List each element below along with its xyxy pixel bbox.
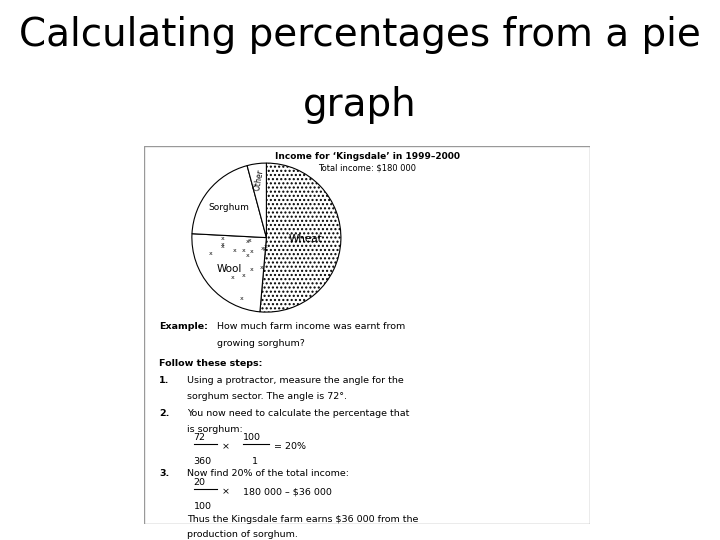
Text: x: x: [248, 238, 251, 244]
Text: x: x: [221, 236, 225, 241]
Wedge shape: [192, 234, 266, 312]
Text: 3.: 3.: [159, 469, 169, 478]
Text: 1: 1: [252, 457, 258, 466]
Text: production of sorghum.: production of sorghum.: [187, 530, 298, 539]
Text: x: x: [260, 265, 264, 270]
Text: Now find 20% of the total income:: Now find 20% of the total income:: [187, 469, 349, 478]
Text: 2.: 2.: [159, 409, 169, 418]
Text: Thus the Kingsdale farm earns $36 000 from the: Thus the Kingsdale farm earns $36 000 fr…: [187, 515, 418, 524]
Text: Wheat: Wheat: [289, 234, 322, 244]
Text: Sorghum: Sorghum: [208, 202, 249, 212]
Wedge shape: [260, 163, 341, 312]
Text: x: x: [246, 253, 249, 258]
Text: ×: ×: [222, 442, 230, 451]
Text: x: x: [240, 296, 243, 301]
Text: 1.: 1.: [159, 376, 169, 385]
Text: 360: 360: [194, 457, 212, 466]
Text: x: x: [242, 273, 246, 278]
Text: Total income: $180 000: Total income: $180 000: [318, 163, 416, 172]
Text: 180 000 – $36 000: 180 000 – $36 000: [243, 488, 332, 496]
Text: Follow these steps:: Follow these steps:: [159, 359, 263, 368]
Text: x: x: [261, 246, 265, 251]
Text: x: x: [246, 239, 250, 245]
Text: graph: graph: [303, 86, 417, 124]
FancyBboxPatch shape: [144, 146, 590, 524]
Text: x: x: [242, 248, 246, 253]
Text: 72: 72: [194, 433, 206, 442]
Text: Calculating percentages from a pie: Calculating percentages from a pie: [19, 16, 701, 54]
Text: How much farm income was earnt from: How much farm income was earnt from: [217, 322, 405, 331]
Text: 20: 20: [194, 478, 206, 487]
Text: Other: Other: [253, 168, 265, 191]
Text: = 20%: = 20%: [274, 442, 305, 451]
Text: x: x: [220, 242, 224, 247]
Text: 100: 100: [243, 433, 261, 442]
Wedge shape: [192, 166, 266, 238]
Text: Example:: Example:: [159, 322, 208, 331]
Text: x: x: [250, 267, 254, 273]
Text: x: x: [209, 251, 212, 256]
Text: sorghum sector. The angle is 72°.: sorghum sector. The angle is 72°.: [187, 392, 347, 401]
Text: Wool: Wool: [217, 265, 243, 274]
Text: 100: 100: [194, 502, 212, 511]
Text: ×: ×: [222, 488, 230, 496]
Text: Using a protractor, measure the angle for the: Using a protractor, measure the angle fo…: [187, 376, 404, 385]
Text: x: x: [264, 245, 267, 249]
Text: growing sorghum?: growing sorghum?: [217, 340, 305, 348]
Text: is sorghum:: is sorghum:: [187, 425, 243, 434]
Wedge shape: [247, 163, 266, 238]
Text: x: x: [233, 248, 237, 253]
Text: x: x: [250, 248, 253, 254]
Text: x: x: [231, 275, 235, 280]
Text: Income for ‘Kingsdale’ in 1999–2000: Income for ‘Kingsdale’ in 1999–2000: [275, 152, 459, 161]
Text: x: x: [263, 247, 266, 252]
Text: You now need to calculate the percentage that: You now need to calculate the percentage…: [187, 409, 410, 418]
Text: x: x: [221, 245, 225, 249]
